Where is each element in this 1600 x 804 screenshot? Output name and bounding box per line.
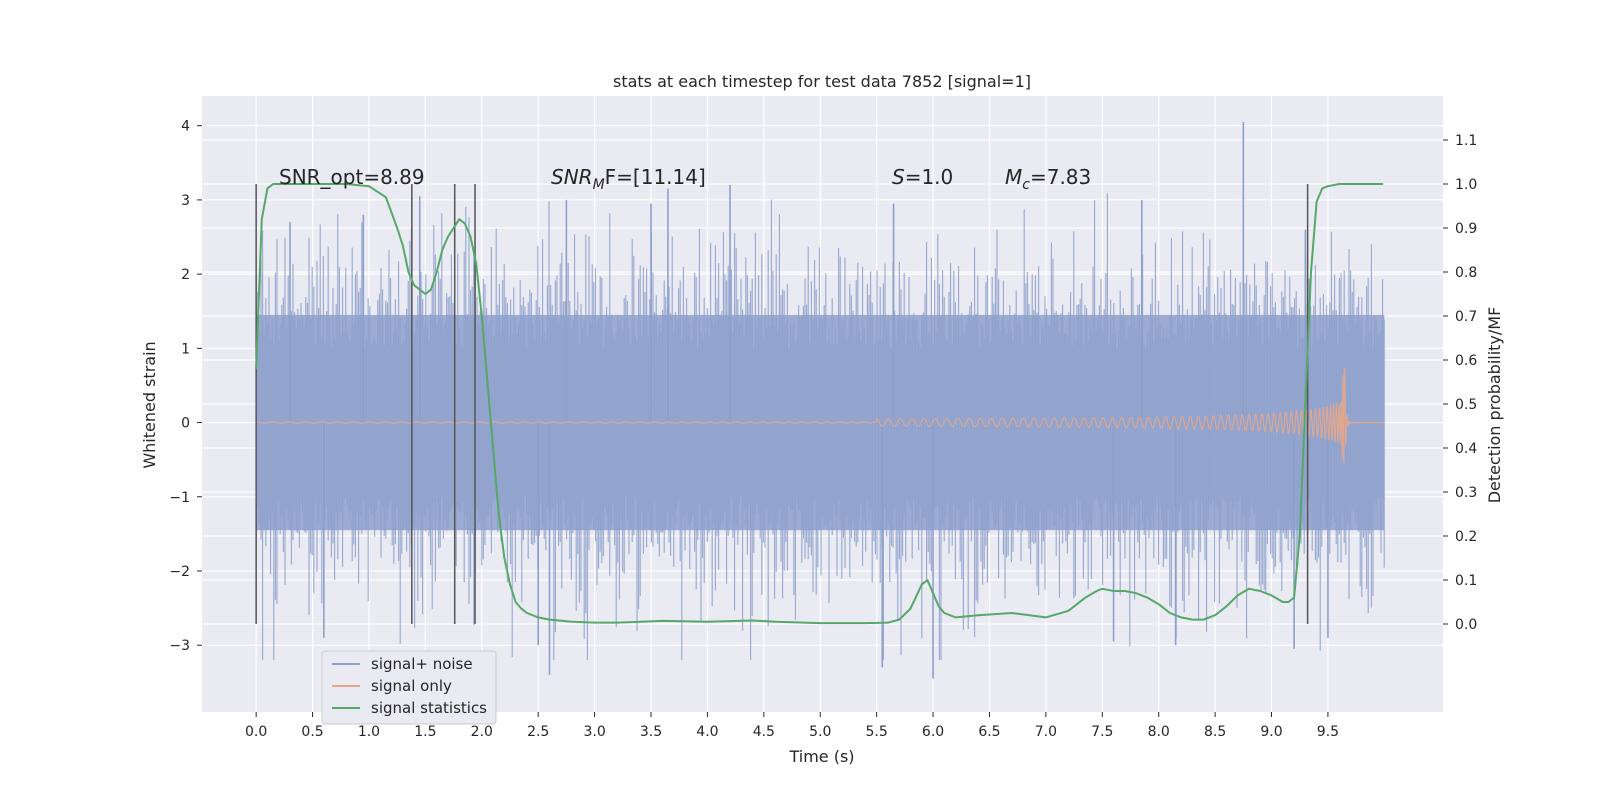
y-right-tick-label: 0.0 — [1455, 617, 1477, 633]
x-tick-label: 3.5 — [640, 724, 662, 740]
y-axis-right-label: Detection probability/MF — [1485, 307, 1504, 504]
signal-only-line — [256, 367, 1385, 464]
annotation-mc-var: M — [1005, 165, 1022, 189]
x-axis-label: Time (s) — [788, 747, 854, 766]
x-tick-label: 0.5 — [301, 724, 323, 740]
annotation-s: S=1.0 — [892, 165, 953, 189]
y-right-tick-label: 0.8 — [1455, 265, 1477, 281]
y-left-tick-label: 4 — [181, 119, 190, 135]
y-right-tick-label: 0.1 — [1455, 573, 1477, 589]
y-right-tick-label: 0.2 — [1455, 529, 1477, 545]
y-right-tick-label: 0.9 — [1455, 221, 1477, 237]
x-tick-label: 4.0 — [696, 724, 718, 740]
annotation-snr-mf-rest: F=[11.14] — [605, 165, 706, 189]
y-right-tick-label: 0.6 — [1455, 353, 1477, 369]
x-tick-label: 1.5 — [414, 724, 436, 740]
annotation-s-var: S — [892, 165, 905, 189]
x-tick-label: 2.0 — [471, 724, 493, 740]
axes: 0.0 0.5 1.0 1.5 2.0 2.5 3.0 3.5 4.0 4.5 5.0 5.5 6.0 6… — [169, 119, 1477, 740]
annotation-s-rest: =1.0 — [905, 165, 954, 189]
x-tick-label: 6.5 — [978, 724, 1000, 740]
y-right-tick-label: 1.0 — [1455, 177, 1477, 193]
legend-label-signal-noise: signal+ noise — [371, 655, 473, 673]
signal-only-series — [256, 367, 1385, 464]
y-left-tick-label: −3 — [169, 638, 190, 654]
x-tick-label: 8.5 — [1204, 724, 1226, 740]
annotation-mc-rest: =7.83 — [1030, 165, 1091, 189]
x-tick-label: 7.5 — [1091, 724, 1113, 740]
x-tick-label: 9.5 — [1317, 724, 1339, 740]
signal-statistics-series — [255, 183, 1384, 625]
y-right-tick-label: 0.5 — [1455, 397, 1477, 413]
legend-box — [321, 650, 497, 725]
x-tick-label: 5.5 — [866, 724, 888, 740]
y-axis-left-label: Whitened strain — [140, 341, 159, 468]
annotation-snr-mf-main: SNR — [551, 165, 593, 189]
x-tick-label: 1.0 — [358, 724, 380, 740]
y-right-tick-label: 1.1 — [1455, 133, 1477, 149]
y-left-tick-label: −1 — [169, 490, 190, 506]
x-tick-label: 8.0 — [1148, 724, 1170, 740]
y-left-tick-label: 2 — [181, 267, 190, 283]
y-left-tick-label: 0 — [181, 416, 190, 432]
x-tick-label: 5.0 — [809, 724, 831, 740]
x-tick-label: 2.5 — [527, 724, 549, 740]
annotation-snr-opt: SNR_opt=8.89 — [279, 165, 425, 189]
legend-label-signal-only: signal only — [371, 677, 452, 695]
x-tick-label: 9.0 — [1260, 724, 1282, 740]
y-left-tick-label: 1 — [181, 341, 190, 357]
annotation-mc-sub: c — [1022, 177, 1030, 193]
legend: signal+ noise signal only signal statist… — [321, 650, 497, 725]
legend-label-signal-statistics: signal statistics — [371, 699, 487, 717]
y-left-tick-label: −2 — [169, 564, 190, 580]
y-right-tick-label: 0.3 — [1455, 485, 1477, 501]
x-tick-label: 3.0 — [583, 724, 605, 740]
y-left-tick-label: 3 — [181, 193, 190, 209]
x-tick-label: 0.0 — [245, 724, 267, 740]
signal-statistics-line — [255, 183, 1384, 625]
annotation-mc: Mc=7.83 — [1005, 165, 1091, 193]
annotation-snr-mf: SNRMF=[11.14] — [551, 165, 706, 193]
chart-title: stats at each timestep for test data 785… — [613, 72, 1031, 91]
x-tick-label: 6.0 — [922, 724, 944, 740]
x-tick-label: 7.0 — [1035, 724, 1057, 740]
annotation-snr-mf-sub: M — [593, 177, 605, 193]
x-tick-label: 4.5 — [753, 724, 775, 740]
y-right-tick-label: 0.7 — [1455, 309, 1477, 325]
y-right-tick-label: 0.4 — [1455, 441, 1477, 457]
